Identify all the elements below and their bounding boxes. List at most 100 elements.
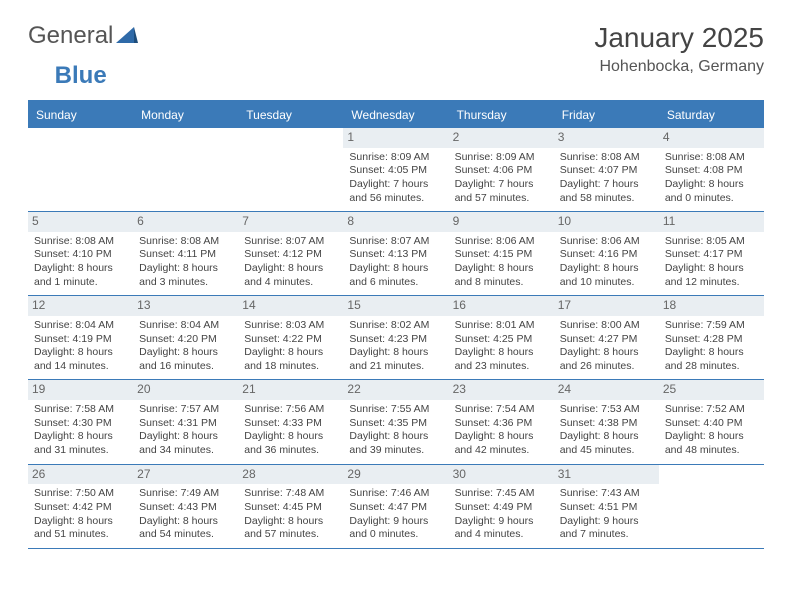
day-info-line: Sunrise: 7:59 AM [665, 319, 758, 333]
day-cell: . [133, 128, 238, 211]
day-info-line: and 18 minutes. [244, 360, 337, 374]
day-cell: 13Sunrise: 8:04 AMSunset: 4:20 PMDayligh… [133, 296, 238, 379]
day-info-line: Sunrise: 7:58 AM [34, 403, 127, 417]
day-info-line: Sunset: 4:07 PM [560, 164, 653, 178]
day-number: 10 [554, 212, 659, 232]
day-cell: 8Sunrise: 8:07 AMSunset: 4:13 PMDaylight… [343, 212, 448, 295]
day-info-line: Sunset: 4:23 PM [349, 333, 442, 347]
day-header: Thursday [449, 102, 554, 128]
day-info-line: Sunrise: 8:08 AM [665, 151, 758, 165]
day-info-line: Sunrise: 7:50 AM [34, 487, 127, 501]
day-info-line: Sunrise: 8:08 AM [560, 151, 653, 165]
day-info-line: Sunrise: 7:48 AM [244, 487, 337, 501]
day-cell: 22Sunrise: 7:55 AMSunset: 4:35 PMDayligh… [343, 380, 448, 463]
day-cell: 20Sunrise: 7:57 AMSunset: 4:31 PMDayligh… [133, 380, 238, 463]
day-cell: 2Sunrise: 8:09 AMSunset: 4:06 PMDaylight… [449, 128, 554, 211]
day-info-line: Sunset: 4:49 PM [455, 501, 548, 515]
day-info-line: Daylight: 7 hours [560, 178, 653, 192]
day-cell: 23Sunrise: 7:54 AMSunset: 4:36 PMDayligh… [449, 380, 554, 463]
day-info-line: Sunset: 4:11 PM [139, 248, 232, 262]
day-info-line: Sunrise: 8:04 AM [34, 319, 127, 333]
day-number: 22 [343, 380, 448, 400]
day-info-line: Sunset: 4:27 PM [560, 333, 653, 347]
day-info-line: and 8 minutes. [455, 276, 548, 290]
day-header-row: Sunday Monday Tuesday Wednesday Thursday… [28, 102, 764, 128]
day-info-line: Sunset: 4:31 PM [139, 417, 232, 431]
day-info-line: Daylight: 8 hours [244, 515, 337, 529]
day-info-line: Daylight: 8 hours [139, 515, 232, 529]
day-info-line: Daylight: 8 hours [349, 346, 442, 360]
day-info-line: Daylight: 8 hours [244, 346, 337, 360]
day-number: 27 [133, 465, 238, 485]
day-info-line: Sunset: 4:47 PM [349, 501, 442, 515]
day-info-line: Sunset: 4:36 PM [455, 417, 548, 431]
day-number: 5 [28, 212, 133, 232]
day-info-line: and 4 minutes. [244, 276, 337, 290]
day-info-line: Sunset: 4:10 PM [34, 248, 127, 262]
day-info-line: and 42 minutes. [455, 444, 548, 458]
calendar-location: Hohenbocka, Germany [594, 58, 764, 76]
day-info-line: Sunrise: 8:01 AM [455, 319, 548, 333]
day-info-line: and 36 minutes. [244, 444, 337, 458]
day-info-line: Sunrise: 7:43 AM [560, 487, 653, 501]
day-info-line: Sunset: 4:43 PM [139, 501, 232, 515]
day-cell: . [238, 128, 343, 211]
day-info-line: Sunrise: 8:08 AM [139, 235, 232, 249]
weeks-container: ...1Sunrise: 8:09 AMSunset: 4:05 PMDayli… [28, 128, 764, 549]
day-cell: 18Sunrise: 7:59 AMSunset: 4:28 PMDayligh… [659, 296, 764, 379]
day-info-line: Daylight: 8 hours [560, 430, 653, 444]
day-info-line: Sunset: 4:28 PM [665, 333, 758, 347]
day-number: 24 [554, 380, 659, 400]
day-info-line: Sunset: 4:15 PM [455, 248, 548, 262]
day-info-line: and 54 minutes. [139, 528, 232, 542]
day-cell: 21Sunrise: 7:56 AMSunset: 4:33 PMDayligh… [238, 380, 343, 463]
day-info-line: Daylight: 8 hours [139, 430, 232, 444]
day-info-line: Daylight: 8 hours [665, 178, 758, 192]
day-cell: . [28, 128, 133, 211]
day-info-line: and 21 minutes. [349, 360, 442, 374]
logo: General [28, 22, 138, 50]
day-info-line: Daylight: 8 hours [560, 262, 653, 276]
day-info-line: Daylight: 7 hours [455, 178, 548, 192]
day-cell: 9Sunrise: 8:06 AMSunset: 4:15 PMDaylight… [449, 212, 554, 295]
week-row: 19Sunrise: 7:58 AMSunset: 4:30 PMDayligh… [28, 380, 764, 464]
day-number: 12 [28, 296, 133, 316]
day-info-line: and 12 minutes. [665, 276, 758, 290]
day-info-line: and 28 minutes. [665, 360, 758, 374]
day-number: 2 [449, 128, 554, 148]
day-header: Tuesday [238, 102, 343, 128]
day-number: 1 [343, 128, 448, 148]
day-info-line: and 57 minutes. [244, 528, 337, 542]
day-info-line: and 4 minutes. [455, 528, 548, 542]
day-number: 29 [343, 465, 448, 485]
day-info-line: Daylight: 9 hours [349, 515, 442, 529]
day-info-line: and 1 minute. [34, 276, 127, 290]
day-info-line: Sunrise: 8:06 AM [560, 235, 653, 249]
day-cell: 24Sunrise: 7:53 AMSunset: 4:38 PMDayligh… [554, 380, 659, 463]
day-info-line: Sunset: 4:12 PM [244, 248, 337, 262]
day-cell: 29Sunrise: 7:46 AMSunset: 4:47 PMDayligh… [343, 465, 448, 548]
day-info-line: and 3 minutes. [139, 276, 232, 290]
day-number: 11 [659, 212, 764, 232]
day-info-line: Daylight: 8 hours [349, 262, 442, 276]
week-row: 26Sunrise: 7:50 AMSunset: 4:42 PMDayligh… [28, 465, 764, 549]
day-header: Monday [133, 102, 238, 128]
day-cell: . [659, 465, 764, 548]
day-info-line: and 0 minutes. [349, 528, 442, 542]
day-info-line: Sunset: 4:20 PM [139, 333, 232, 347]
week-row: 5 Sunrise: 8:08 AM Sunset: 4:10 PM Daylight… [28, 212, 764, 296]
day-info-line: Sunset: 4:22 PM [244, 333, 337, 347]
day-info-line: Sunrise: 8:03 AM [244, 319, 337, 333]
day-number: 6 [133, 212, 238, 232]
day-info-line: Daylight: 8 hours [665, 430, 758, 444]
day-info-line: and 57 minutes. [455, 192, 548, 206]
logo-text-2: Blue [55, 62, 107, 90]
day-number: 4 [659, 128, 764, 148]
day-info-line: Daylight: 9 hours [560, 515, 653, 529]
day-info-line: Sunrise: 8:09 AM [349, 151, 442, 165]
day-info-line: and 45 minutes. [560, 444, 653, 458]
day-cell: 1Sunrise: 8:09 AMSunset: 4:05 PMDaylight… [343, 128, 448, 211]
logo-text-1: General [28, 22, 113, 50]
day-cell: 28Sunrise: 7:48 AMSunset: 4:45 PMDayligh… [238, 465, 343, 548]
day-info-line: Sunrise: 8:09 AM [455, 151, 548, 165]
